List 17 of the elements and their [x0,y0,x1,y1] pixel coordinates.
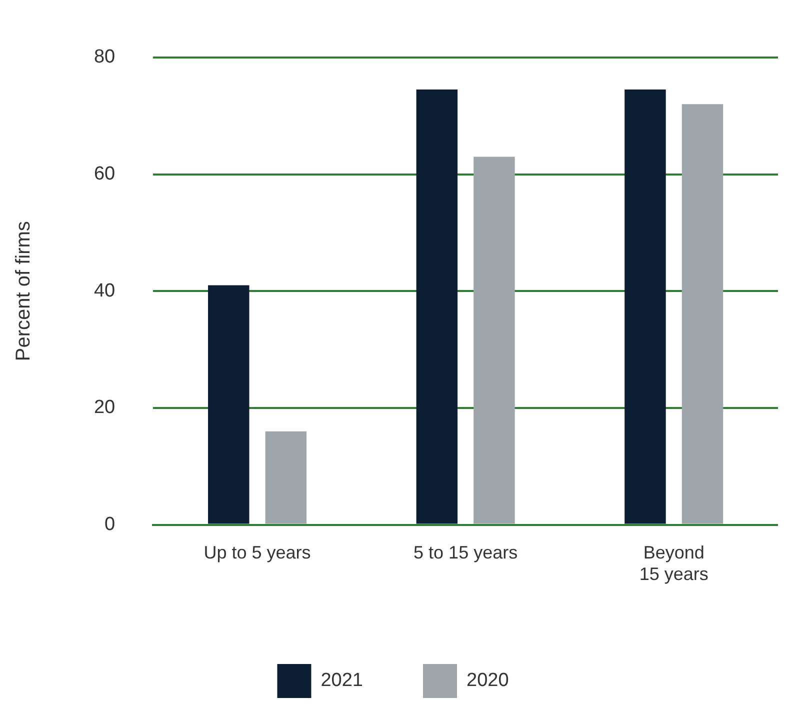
y-axis-title: Percent of firms [12,221,35,362]
legend-label: 2020 [466,670,509,692]
bar [265,431,307,524]
bar [624,90,666,524]
bar [416,90,458,524]
x-tick-label: Beyond 15 years [639,542,708,584]
x-tick-label: 5 to 15 years [414,542,518,563]
bar [474,156,515,524]
bar [682,104,724,524]
y-tick-label: 20 [94,397,116,418]
legend-label: 2021 [320,670,364,692]
y-tick-label: 60 [94,163,116,184]
y-tick-label: 0 [104,514,116,536]
y-tick-label: 80 [94,46,116,68]
x-tick-label: Up to 5 years [204,542,311,563]
y-tick-label: 40 [94,280,116,302]
bar [208,285,250,524]
